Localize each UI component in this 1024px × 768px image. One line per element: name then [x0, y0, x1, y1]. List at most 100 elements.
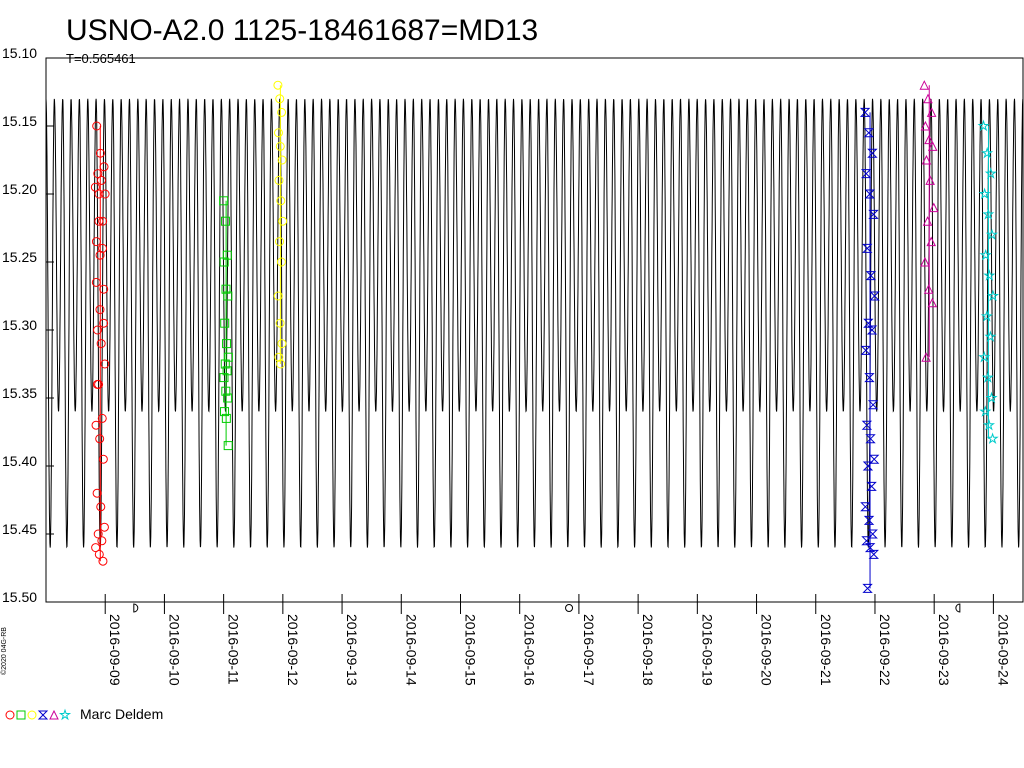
data-point: [99, 162, 109, 172]
data-point: [984, 167, 997, 179]
data-point: [92, 121, 102, 131]
data-point: [223, 441, 233, 451]
data-point: [863, 515, 875, 525]
data-point: [922, 216, 933, 226]
y-tick-label: 15.45: [2, 521, 37, 537]
data-point: [94, 216, 104, 226]
chart-title: USNO-A2.0 1125-18461687=MD13: [66, 14, 538, 47]
x-tick-label: 2016-09-14: [403, 614, 419, 686]
y-tick-label: 15.10: [2, 45, 37, 61]
legend-symbol: [16, 710, 26, 720]
data-point: [925, 175, 935, 185]
data-point: [273, 80, 283, 90]
x-tick-label: 2016-09-22: [877, 614, 893, 686]
x-tick-label: 2016-09-10: [166, 614, 182, 686]
data-point: [984, 330, 997, 343]
data-point: [928, 202, 939, 213]
data-point: [865, 434, 876, 444]
data-point: [220, 216, 230, 226]
data-point: [99, 522, 109, 532]
x-tick-label: 2016-09-15: [462, 614, 478, 686]
y-tick-label: 15.50: [2, 589, 37, 605]
x-tick-label: 2016-09-09: [107, 614, 123, 686]
data-point: [981, 146, 994, 159]
data-point: [982, 418, 996, 431]
data-point: [93, 529, 103, 539]
data-point: [977, 119, 990, 132]
data-point: [860, 345, 871, 355]
data-point: [95, 305, 105, 315]
x-tick-label: 2016-09-11: [226, 614, 242, 685]
data-point: [926, 107, 937, 117]
data-point: [982, 207, 995, 220]
data-point: [93, 169, 103, 179]
data-point: [219, 196, 229, 206]
data-point: [92, 379, 102, 389]
data-point: [94, 189, 104, 199]
data-point: [979, 405, 992, 417]
data-point: [862, 243, 873, 253]
data-point: [861, 420, 873, 430]
data-point: [274, 352, 284, 362]
data-point: [97, 536, 107, 546]
x-axis: 2016-09-09 2016-09-10 2016-09-11 2016-09-12…: [104, 594, 1011, 686]
data-point: [276, 359, 286, 369]
data-point: [98, 243, 108, 253]
data-point: [222, 339, 232, 349]
data-point: [100, 189, 110, 199]
data-point: [99, 284, 109, 294]
x-tick-label: 2016-09-20: [759, 614, 775, 686]
data-point: [275, 94, 285, 104]
data-point: [869, 291, 880, 301]
data-point: [859, 107, 871, 117]
data-point: [927, 141, 938, 151]
data-point: [861, 536, 872, 546]
data-point: [924, 134, 934, 145]
data-point: [219, 373, 229, 383]
data-point: [860, 169, 872, 179]
data-point: [978, 350, 991, 363]
legend-symbol: [37, 710, 49, 720]
data-point: [91, 277, 101, 287]
data-point: [862, 461, 874, 471]
legend-symbol: [58, 708, 72, 721]
data-point: [100, 359, 110, 369]
x-tick-label: 2016-09-16: [522, 614, 538, 686]
x-tick-label: 2016-09-18: [640, 614, 656, 686]
data-point: [275, 318, 285, 328]
data-point: [277, 339, 287, 349]
data-point: [862, 583, 873, 593]
y-tick-label: 15.35: [2, 385, 37, 401]
y-axis: 15.10 15.15 15.20 15.25 15.30 15.35 15.40 15.45…: [2, 45, 54, 605]
data-point: [983, 269, 996, 281]
data-point: [864, 189, 876, 199]
legend: Marc Deldem: [5, 706, 163, 722]
data-point: [221, 386, 231, 396]
series-1: [219, 196, 233, 451]
data-point: [275, 141, 285, 151]
data-point: [277, 107, 287, 117]
data-point: [223, 291, 233, 301]
data-point: [867, 148, 878, 158]
series-3: [859, 107, 880, 593]
series-4: [919, 80, 939, 362]
data-point: [97, 413, 107, 423]
data-point: [275, 237, 285, 247]
data-point: [220, 318, 230, 328]
data-point: [277, 155, 287, 165]
data-point: [920, 256, 930, 267]
y-tick-label: 15.15: [2, 113, 37, 129]
y-tick-label: 15.25: [2, 249, 37, 265]
data-point: [273, 128, 283, 138]
data-point: [986, 289, 1000, 302]
data-point: [927, 297, 938, 308]
data-point: [923, 284, 934, 294]
data-point: [223, 393, 233, 403]
data-point: [98, 454, 108, 464]
x-tick-label: 2016-09-23: [936, 614, 952, 686]
data-point: [868, 209, 879, 219]
data-point: [864, 543, 876, 553]
data-point: [219, 257, 229, 267]
data-point: [223, 352, 233, 362]
